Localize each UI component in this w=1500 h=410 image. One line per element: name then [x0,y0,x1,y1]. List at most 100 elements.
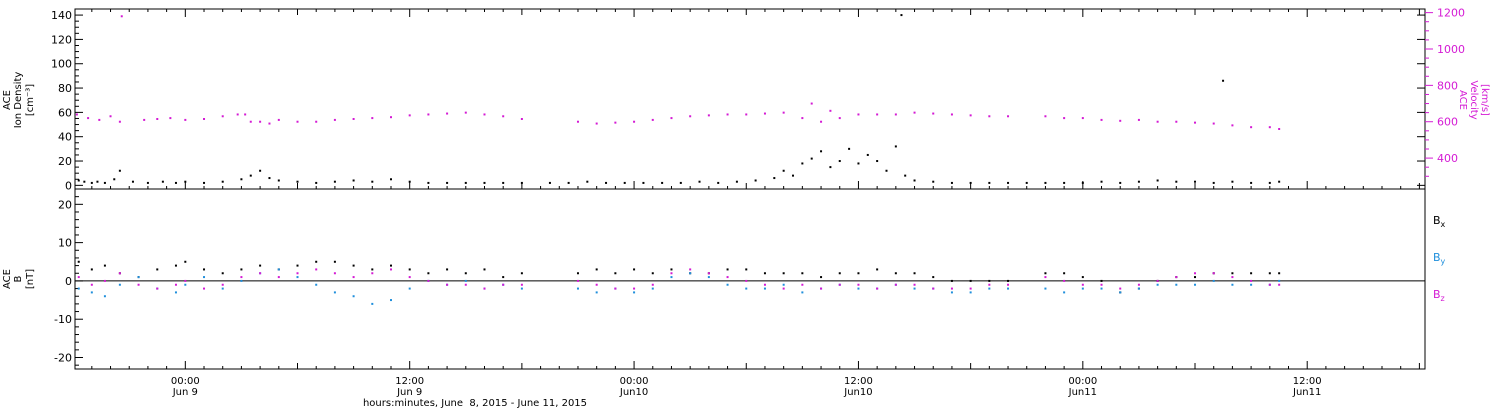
density-point-1 [83,180,86,183]
bx-point-47 [969,279,972,282]
velocity-point-14 [249,120,252,123]
density-point-79 [1250,181,1253,184]
density-point-24 [389,178,392,181]
bottom-panel-y-ticks: -20 -10 0 10 20 [54,196,83,366]
velocity-point-44 [810,102,813,105]
by-point-0 [77,287,80,290]
velocity-point-63 [1156,120,1159,123]
b-tick-label-3: 10 [58,237,72,250]
bx-point-62 [1268,272,1271,275]
bottom-panel: -20 -10 0 10 20 ACE B [nT] Bx By Bz [2,188,1446,370]
density-axis-label-1: ACE [2,90,13,110]
velocity-point-54 [969,114,972,117]
density-point-36 [623,181,626,184]
density-point-75 [1194,180,1197,183]
density-point-26 [427,181,430,184]
velocity-point-41 [763,112,766,115]
top-panel-data-points [75,14,1281,184]
bz-point-63 [1278,283,1281,286]
density-tick-label-3: 60 [58,106,72,119]
bz-point-50 [1044,276,1047,279]
velocity-point-32 [595,122,598,125]
by-point-44 [913,287,916,290]
by-point-22 [464,279,467,282]
bz-point-18 [389,268,392,271]
bx-point-35 [745,268,748,271]
velocity-point-49 [876,113,879,116]
bx-point-29 [633,268,636,271]
density-tick-label-2: 40 [58,131,72,144]
legend-bz-subscript: z [1441,294,1445,303]
density-point-54 [866,153,869,156]
density-point-78 [1231,180,1234,183]
density-point-52 [848,147,851,150]
by-point-7 [184,283,187,286]
svg-text:By: By [1433,251,1446,266]
density-point-6 [118,169,121,172]
density-point-37 [642,181,645,184]
velocity-point-3 [109,115,112,118]
density-axis-label-2: Ion Density [13,72,24,129]
density-point-29 [483,181,486,184]
b-axis-label-3: [nT] [25,269,36,289]
density-point-33 [567,181,570,184]
density-point-8 [146,181,149,184]
density-point-32 [548,181,551,184]
velocity-axis-label-2: Velocity [1468,80,1479,119]
bx-point-25 [520,272,523,275]
density-point-31 [520,181,523,184]
by-point-19 [408,287,411,290]
bx-point-52 [1081,276,1084,279]
velocity-point-35 [651,118,654,121]
bx-point-42 [876,268,879,271]
velocity-point-61 [1119,119,1122,122]
velocity-point-19 [315,120,318,123]
bz-point-31 [670,272,673,275]
bz-point-20 [427,279,430,282]
bz-point-38 [801,283,804,286]
bx-point-27 [595,268,598,271]
density-point-59 [904,174,907,177]
density-point-15 [249,174,252,177]
density-point-5 [113,178,116,181]
bz-point-25 [520,283,523,286]
bx-point-48 [988,279,991,282]
bz-point-14 [315,268,318,271]
bx-point-8 [203,268,206,271]
density-point-61 [932,180,935,183]
velocity-point-10 [203,118,206,120]
b-tick-label-1: -10 [54,313,72,326]
velocity-point-48 [857,113,860,116]
density-point-44 [773,177,776,180]
bz-point-33 [707,272,710,275]
density-point-58 [900,14,903,17]
top-panel-right-y-ticks: 400 600 800 1000 1200 [1425,7,1465,177]
bz-point-26 [576,279,579,282]
bx-point-11 [259,264,262,267]
velocity-point-17 [277,118,280,121]
x-tick-date-label-1: Jun 9 [396,387,422,398]
velocity-point-70 [1278,128,1281,130]
bz-point-32 [689,268,692,271]
velocity-point-62 [1137,118,1140,121]
bx-point-23 [483,268,486,271]
by-point-61 [1250,283,1253,286]
bx-point-21 [446,268,449,271]
velocity-axis-label-3: [km/s] [1479,84,1490,116]
bz-point-56 [1156,279,1159,282]
velocity-point-60 [1100,118,1103,121]
bx-point-0 [77,260,80,263]
x-tick-time-label-2: 00:00 [620,376,649,387]
by-point-25 [520,287,523,290]
by-point-47 [969,291,972,294]
bx-point-36 [763,272,766,275]
legend-bz: Bz [1433,288,1445,303]
bz-point-17 [371,272,374,275]
density-point-14 [240,178,243,181]
x-tick-date-label-3: Jun10 [843,387,872,398]
velocity-point-47 [838,117,841,120]
velocity-point-42 [782,111,785,114]
bz-point-36 [763,283,766,286]
by-point-49 [1007,287,1010,290]
b-axis-label-1: ACE [2,269,13,289]
